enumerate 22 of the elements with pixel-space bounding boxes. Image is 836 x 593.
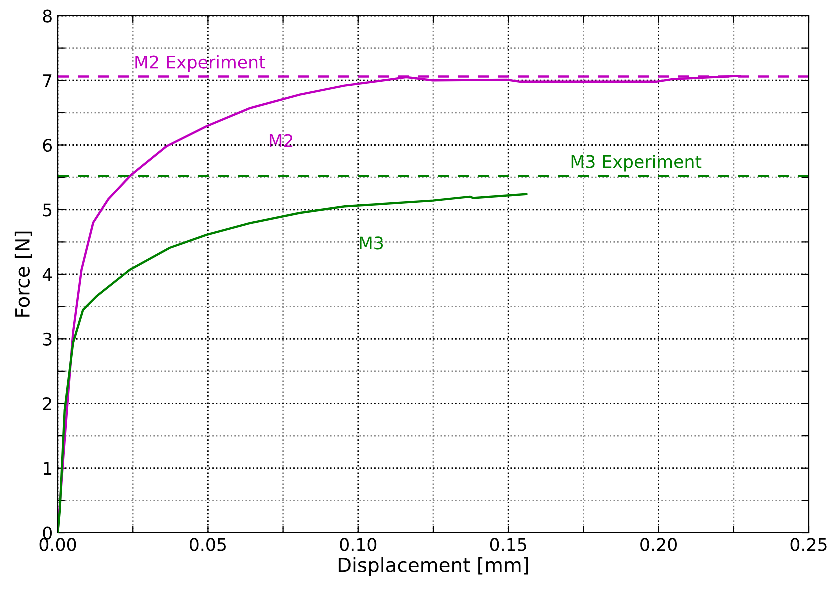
y-tick-label: 3 xyxy=(43,332,52,346)
x-tick-label: 0.00 xyxy=(40,538,76,552)
annotation: M3 Experiment xyxy=(572,154,702,172)
line-series xyxy=(58,193,528,533)
y-tick-label: 5 xyxy=(43,204,52,217)
y-axis-title: Force [N] xyxy=(14,232,32,317)
series-label: M2 xyxy=(270,134,293,148)
y-tick-label: 0 xyxy=(43,526,52,540)
x-tick-label: 0.15 xyxy=(490,538,526,552)
y-tick-label: 1 xyxy=(44,462,52,475)
x-tick-label: 0.25 xyxy=(790,538,827,552)
y-tick-label: 2 xyxy=(43,397,52,410)
x-axis-title: Displacement [mm] xyxy=(338,557,528,576)
annotation: M2 Experiment xyxy=(136,55,266,72)
x-tick-label: 0.20 xyxy=(640,538,677,552)
y-tick-label: 4 xyxy=(42,268,52,282)
x-tick-label: 0.05 xyxy=(190,538,226,552)
x-tick-label: 0.10 xyxy=(340,538,377,552)
y-tick-label: 7 xyxy=(44,74,52,88)
series-label: M3 xyxy=(360,236,384,250)
y-tick-label: 6 xyxy=(43,138,52,152)
y-tick-label: 8 xyxy=(43,10,52,23)
